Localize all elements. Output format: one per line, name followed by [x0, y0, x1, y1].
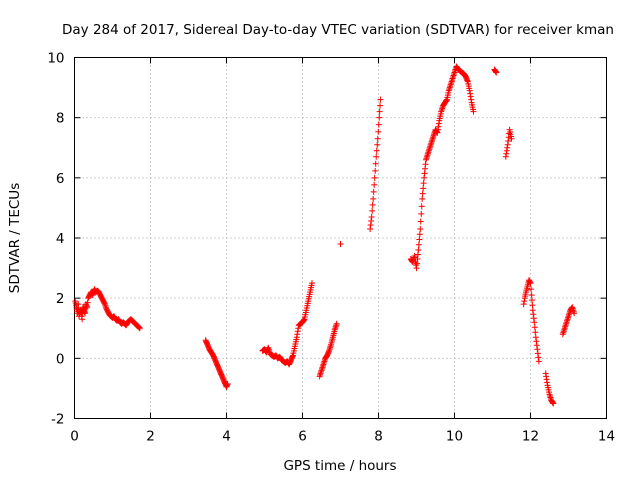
data-point: [89, 291, 96, 298]
x-tick-label: 0: [70, 429, 79, 445]
data-point: [101, 300, 108, 307]
data-point: [420, 185, 427, 192]
data-point: [371, 174, 378, 181]
data-point: [531, 319, 538, 326]
data-point: [374, 141, 381, 148]
axis-ticks: [74, 57, 607, 419]
data-point: [520, 301, 527, 308]
y-tick-label: 10: [47, 51, 64, 67]
data-point: [84, 304, 91, 311]
y-tick-label: 4: [56, 231, 65, 247]
data-point: [372, 160, 379, 167]
data-point: [372, 167, 379, 174]
y-tick-label: 0: [56, 351, 65, 367]
data-point: [377, 96, 384, 103]
data-point: [367, 221, 374, 228]
data-point: [420, 180, 427, 187]
data-point: [373, 147, 380, 154]
data-point: [417, 218, 424, 225]
data-point: [529, 307, 536, 314]
data-point: [369, 201, 376, 208]
data-point: [535, 358, 542, 365]
data-point: [521, 298, 528, 305]
data-point: [415, 247, 422, 254]
data-point: [136, 325, 143, 332]
data-point: [370, 188, 377, 195]
y-tick-label: -2: [51, 412, 64, 428]
data-point: [368, 213, 375, 220]
data-point: [416, 236, 423, 243]
data-point: [528, 286, 535, 293]
data-point: [532, 334, 539, 341]
data-point: [418, 210, 425, 217]
data-point: [373, 153, 380, 160]
data-point: [530, 315, 537, 322]
data-point: [418, 203, 425, 210]
data-point: [417, 225, 424, 232]
data-point: [224, 380, 231, 387]
data-point: [377, 102, 384, 109]
data-point: [493, 69, 500, 76]
data-point: [419, 195, 426, 202]
data-point: [376, 108, 383, 115]
data-point: [368, 217, 375, 224]
data-point: [550, 400, 557, 407]
tick-labels: 0 2 4 6 8 10 12 14 -2 0 2 4 6 8 10: [47, 51, 615, 445]
data-point: [527, 280, 534, 287]
data-point: [534, 350, 541, 357]
data-point: [571, 310, 578, 317]
data-point: [75, 301, 82, 308]
data-point: [508, 135, 515, 142]
data-point: [375, 128, 382, 135]
x-tick-label: 12: [522, 429, 539, 445]
x-axis-label: GPS time / hours: [283, 458, 396, 474]
data-point: [531, 324, 538, 331]
x-tick-label: 2: [146, 429, 155, 445]
data-point: [529, 297, 536, 304]
data-point: [369, 207, 376, 214]
data-point: [84, 299, 91, 306]
y-tick-label: 2: [56, 291, 65, 307]
grid: [74, 57, 607, 419]
chart-title: Day 284 of 2017, Sidereal Day-to-day VTE…: [62, 22, 614, 38]
data-point: [526, 279, 533, 286]
x-tick-label: 8: [374, 429, 383, 445]
data-point: [530, 311, 537, 318]
data-point: [415, 241, 422, 248]
data-point: [337, 241, 344, 248]
data-point: [528, 292, 535, 299]
data-point: [416, 231, 423, 238]
x-tick-label: 6: [298, 429, 307, 445]
data-point: [532, 329, 539, 336]
y-axis-label: SDTVAR / TECUs: [7, 183, 23, 293]
data-point: [375, 121, 382, 128]
y-tick-label: 6: [56, 171, 65, 187]
data-point: [374, 135, 381, 142]
x-tick-label: 4: [222, 429, 231, 445]
data-point: [529, 302, 536, 309]
data-point: [136, 324, 143, 331]
y-tick-label: 8: [56, 111, 65, 127]
data-point: [370, 195, 377, 202]
data-points: [72, 63, 578, 407]
data-point: [533, 342, 540, 349]
x-tick-label: 10: [446, 429, 463, 445]
data-point: [371, 181, 378, 188]
data-point: [376, 114, 383, 121]
data-point: [535, 354, 542, 361]
data-point: [333, 320, 340, 327]
data-point: [135, 324, 142, 331]
data-point: [79, 316, 86, 323]
data-point: [470, 108, 477, 115]
data-point: [534, 346, 541, 353]
data-point: [309, 280, 315, 287]
data-point: [533, 338, 540, 345]
data-point: [419, 190, 426, 197]
x-tick-label: 14: [598, 429, 615, 445]
data-point: [367, 225, 374, 232]
